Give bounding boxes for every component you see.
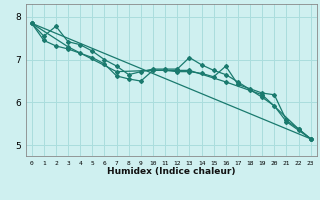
X-axis label: Humidex (Indice chaleur): Humidex (Indice chaleur): [107, 167, 236, 176]
